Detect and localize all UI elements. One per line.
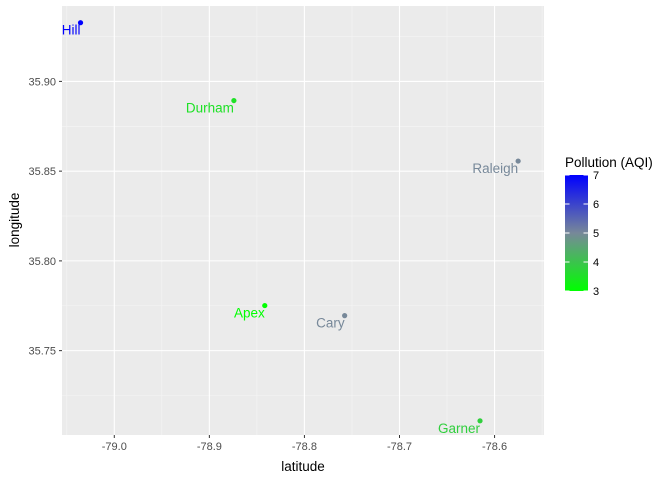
legend-tick-label: 6 xyxy=(593,199,599,211)
point-label-durham: Durham xyxy=(186,101,234,116)
x-tick-label: -78.6 xyxy=(482,441,507,453)
point-label-garner: Garner xyxy=(438,421,481,436)
point-label-raleigh: Raleigh xyxy=(472,161,518,176)
legend-colorbar xyxy=(565,175,588,291)
point-label-cary: Cary xyxy=(316,316,345,331)
legend-title: Pollution (AQI) xyxy=(565,155,653,170)
legend-tick-label: 4 xyxy=(593,257,599,269)
data-point-hill xyxy=(77,20,84,26)
y-tick-label: 35.85 xyxy=(28,166,56,178)
legend-tick-label: 3 xyxy=(593,286,599,298)
x-tick-label: -79.0 xyxy=(102,441,127,453)
data-point-apex xyxy=(262,302,268,309)
data-point-garner xyxy=(477,418,483,424)
major-grid xyxy=(62,6,544,435)
y-axis: 35.75 35.80 35.85 35.90 xyxy=(28,76,62,358)
y-tick-label: 35.90 xyxy=(28,76,56,88)
minor-grid xyxy=(62,6,544,435)
x-tick-label: -78.7 xyxy=(387,441,412,453)
x-axis: -79.0 -78.9 -78.8 -78.7 -78.6 xyxy=(102,435,507,453)
data-point-raleigh xyxy=(515,158,521,164)
y-axis-title: longitude xyxy=(7,193,22,248)
data-point-cary xyxy=(342,313,348,319)
x-tick-label: -78.9 xyxy=(197,441,222,453)
data-points xyxy=(77,20,521,424)
legend-tick-label: 7 xyxy=(593,170,599,182)
x-tick-label: -78.8 xyxy=(292,441,317,453)
legend: Pollution (AQI) 3 4 5 6 7 xyxy=(565,155,653,298)
point-label-apex: Apex xyxy=(234,306,265,321)
point-labels: Hill Durham Raleigh Apex Cary Garner xyxy=(62,23,518,436)
plot-panel xyxy=(62,6,544,435)
x-axis-title: latitude xyxy=(281,459,325,474)
legend-tick-label: 5 xyxy=(593,228,599,240)
point-label-hill: Hill xyxy=(62,23,81,38)
data-point-durham xyxy=(231,97,237,104)
y-tick-label: 35.75 xyxy=(28,346,56,358)
y-tick-label: 35.80 xyxy=(28,256,56,268)
legend-ticks: 3 4 5 6 7 xyxy=(565,170,599,298)
